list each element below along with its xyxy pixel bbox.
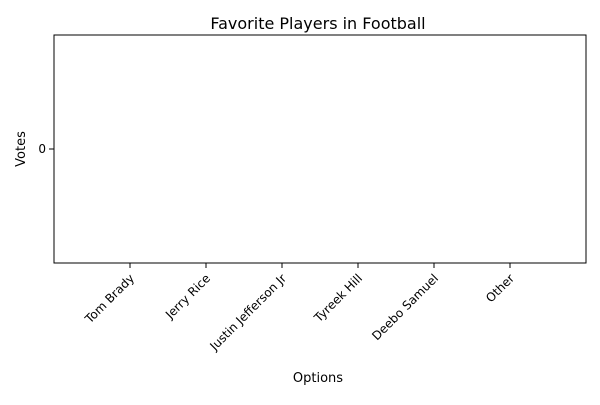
chart-title: Favorite Players in Football (210, 14, 425, 33)
y-axis-ticks: 0 (38, 142, 54, 156)
x-axis-label: Options (293, 371, 343, 386)
y-tick-label: 0 (38, 142, 46, 156)
y-axis-label: Votes (14, 131, 29, 167)
